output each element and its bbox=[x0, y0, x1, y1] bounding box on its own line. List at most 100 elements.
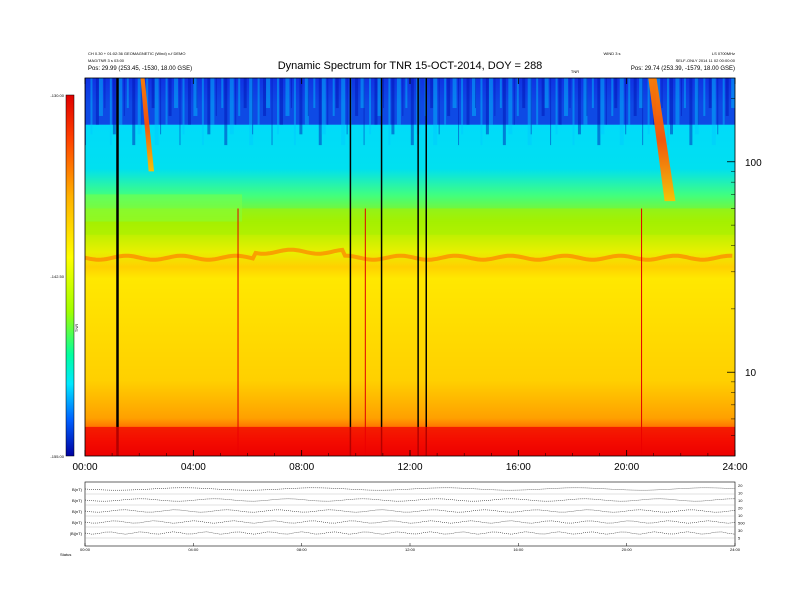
x-tick-label: 08:00 bbox=[289, 462, 314, 473]
streak bbox=[318, 78, 322, 146]
streak bbox=[488, 78, 493, 125]
streak bbox=[433, 78, 438, 146]
streak bbox=[391, 78, 395, 135]
streak bbox=[249, 78, 254, 146]
streak bbox=[313, 78, 316, 109]
streak bbox=[583, 78, 588, 125]
lower-x-tick-label: 04:00 bbox=[188, 547, 199, 552]
enhanced-band-line bbox=[85, 247, 733, 262]
streak bbox=[717, 78, 719, 135]
streak bbox=[438, 78, 440, 135]
streak bbox=[235, 78, 237, 125]
streak bbox=[293, 78, 296, 146]
streak bbox=[160, 78, 162, 135]
header-left-line3: Pos: 29.99 (253.45, -1530, 18.00 GSE) bbox=[88, 66, 192, 72]
x-tick-label: 24:00 bbox=[722, 462, 747, 473]
lower-x-tick-label: 16:00 bbox=[513, 547, 524, 552]
streak bbox=[508, 78, 513, 135]
streak bbox=[639, 78, 644, 109]
streak bbox=[224, 78, 228, 146]
streak bbox=[307, 78, 309, 116]
streak bbox=[140, 78, 142, 125]
streak bbox=[499, 78, 502, 109]
lower-panel-right-value: 10 bbox=[738, 513, 743, 518]
streak bbox=[285, 78, 290, 116]
streak bbox=[90, 78, 93, 135]
streak bbox=[266, 78, 271, 109]
streak bbox=[569, 78, 571, 109]
streak bbox=[670, 78, 673, 135]
streak bbox=[151, 78, 155, 109]
streak bbox=[355, 78, 359, 116]
radio-burst bbox=[648, 78, 676, 202]
streak bbox=[410, 78, 414, 146]
x-tick-label: 00:00 bbox=[72, 462, 97, 473]
lower-panel-label: |B|(nT) bbox=[70, 531, 83, 536]
streak bbox=[642, 78, 644, 146]
streak bbox=[461, 78, 464, 135]
streak bbox=[597, 78, 601, 146]
streak bbox=[346, 78, 348, 135]
x-tick-label: 12:00 bbox=[397, 462, 422, 473]
streak bbox=[299, 78, 303, 135]
lower-panel-right-value: 5 bbox=[738, 536, 741, 541]
lower-panel-label: B(nT) bbox=[72, 498, 83, 503]
streak bbox=[335, 78, 339, 109]
streak bbox=[229, 78, 234, 135]
streak bbox=[132, 78, 136, 146]
streak bbox=[402, 78, 404, 116]
streak bbox=[513, 78, 515, 125]
streak bbox=[619, 78, 624, 146]
colorbar bbox=[65, 94, 75, 457]
streak bbox=[374, 78, 378, 125]
streak bbox=[174, 78, 179, 109]
radio-burst bbox=[140, 78, 155, 172]
header-center-small1: WIND 3 s bbox=[603, 51, 620, 56]
streak bbox=[104, 78, 106, 109]
streak bbox=[725, 78, 729, 116]
lower-panel-trace bbox=[84, 509, 736, 513]
streak bbox=[332, 78, 335, 116]
streak bbox=[419, 78, 421, 125]
streak bbox=[98, 78, 103, 116]
streak bbox=[447, 78, 451, 116]
streak bbox=[541, 78, 545, 116]
streak bbox=[485, 78, 489, 135]
streak bbox=[458, 78, 460, 146]
streak bbox=[605, 78, 607, 125]
streak bbox=[280, 78, 283, 125]
streak bbox=[586, 78, 588, 116]
lower-panel-frame bbox=[84, 481, 736, 547]
x-tick-label: 04:00 bbox=[181, 462, 206, 473]
header-left-line1: CH 0.30 + 01:02:36 GEOMAGNETIC (Wind) x-… bbox=[88, 51, 185, 56]
lower-panel-trace bbox=[84, 520, 736, 524]
status-label: Status bbox=[60, 552, 71, 557]
streak bbox=[471, 78, 476, 116]
streak bbox=[123, 78, 125, 116]
lower-x-tick-label: 00:00 bbox=[80, 547, 91, 552]
streak bbox=[257, 78, 260, 125]
streak bbox=[179, 78, 181, 146]
streak bbox=[276, 78, 279, 135]
streak bbox=[396, 78, 401, 125]
streak bbox=[647, 78, 650, 135]
streak bbox=[697, 78, 699, 125]
lower-x-tick-label: 24:00 bbox=[730, 547, 741, 552]
lower-panel-right-value: 30 bbox=[738, 528, 743, 533]
x-tick-label: 20:00 bbox=[614, 462, 639, 473]
streak bbox=[118, 78, 123, 125]
lower-panel-right-value: 20 bbox=[738, 506, 743, 511]
x-axis: 00:00 04:00 08:00 12:00 16:00 20:00 24:00 bbox=[72, 78, 748, 473]
streak bbox=[252, 78, 254, 135]
streak bbox=[536, 78, 539, 125]
streak bbox=[238, 78, 241, 116]
streak bbox=[444, 78, 447, 125]
streak bbox=[527, 78, 532, 146]
band-early bbox=[85, 194, 243, 222]
streak bbox=[452, 78, 457, 109]
header-right-line1: LS 0700MHz bbox=[712, 51, 735, 56]
streak bbox=[85, 78, 86, 146]
streak bbox=[327, 78, 329, 125]
streak bbox=[112, 78, 116, 135]
